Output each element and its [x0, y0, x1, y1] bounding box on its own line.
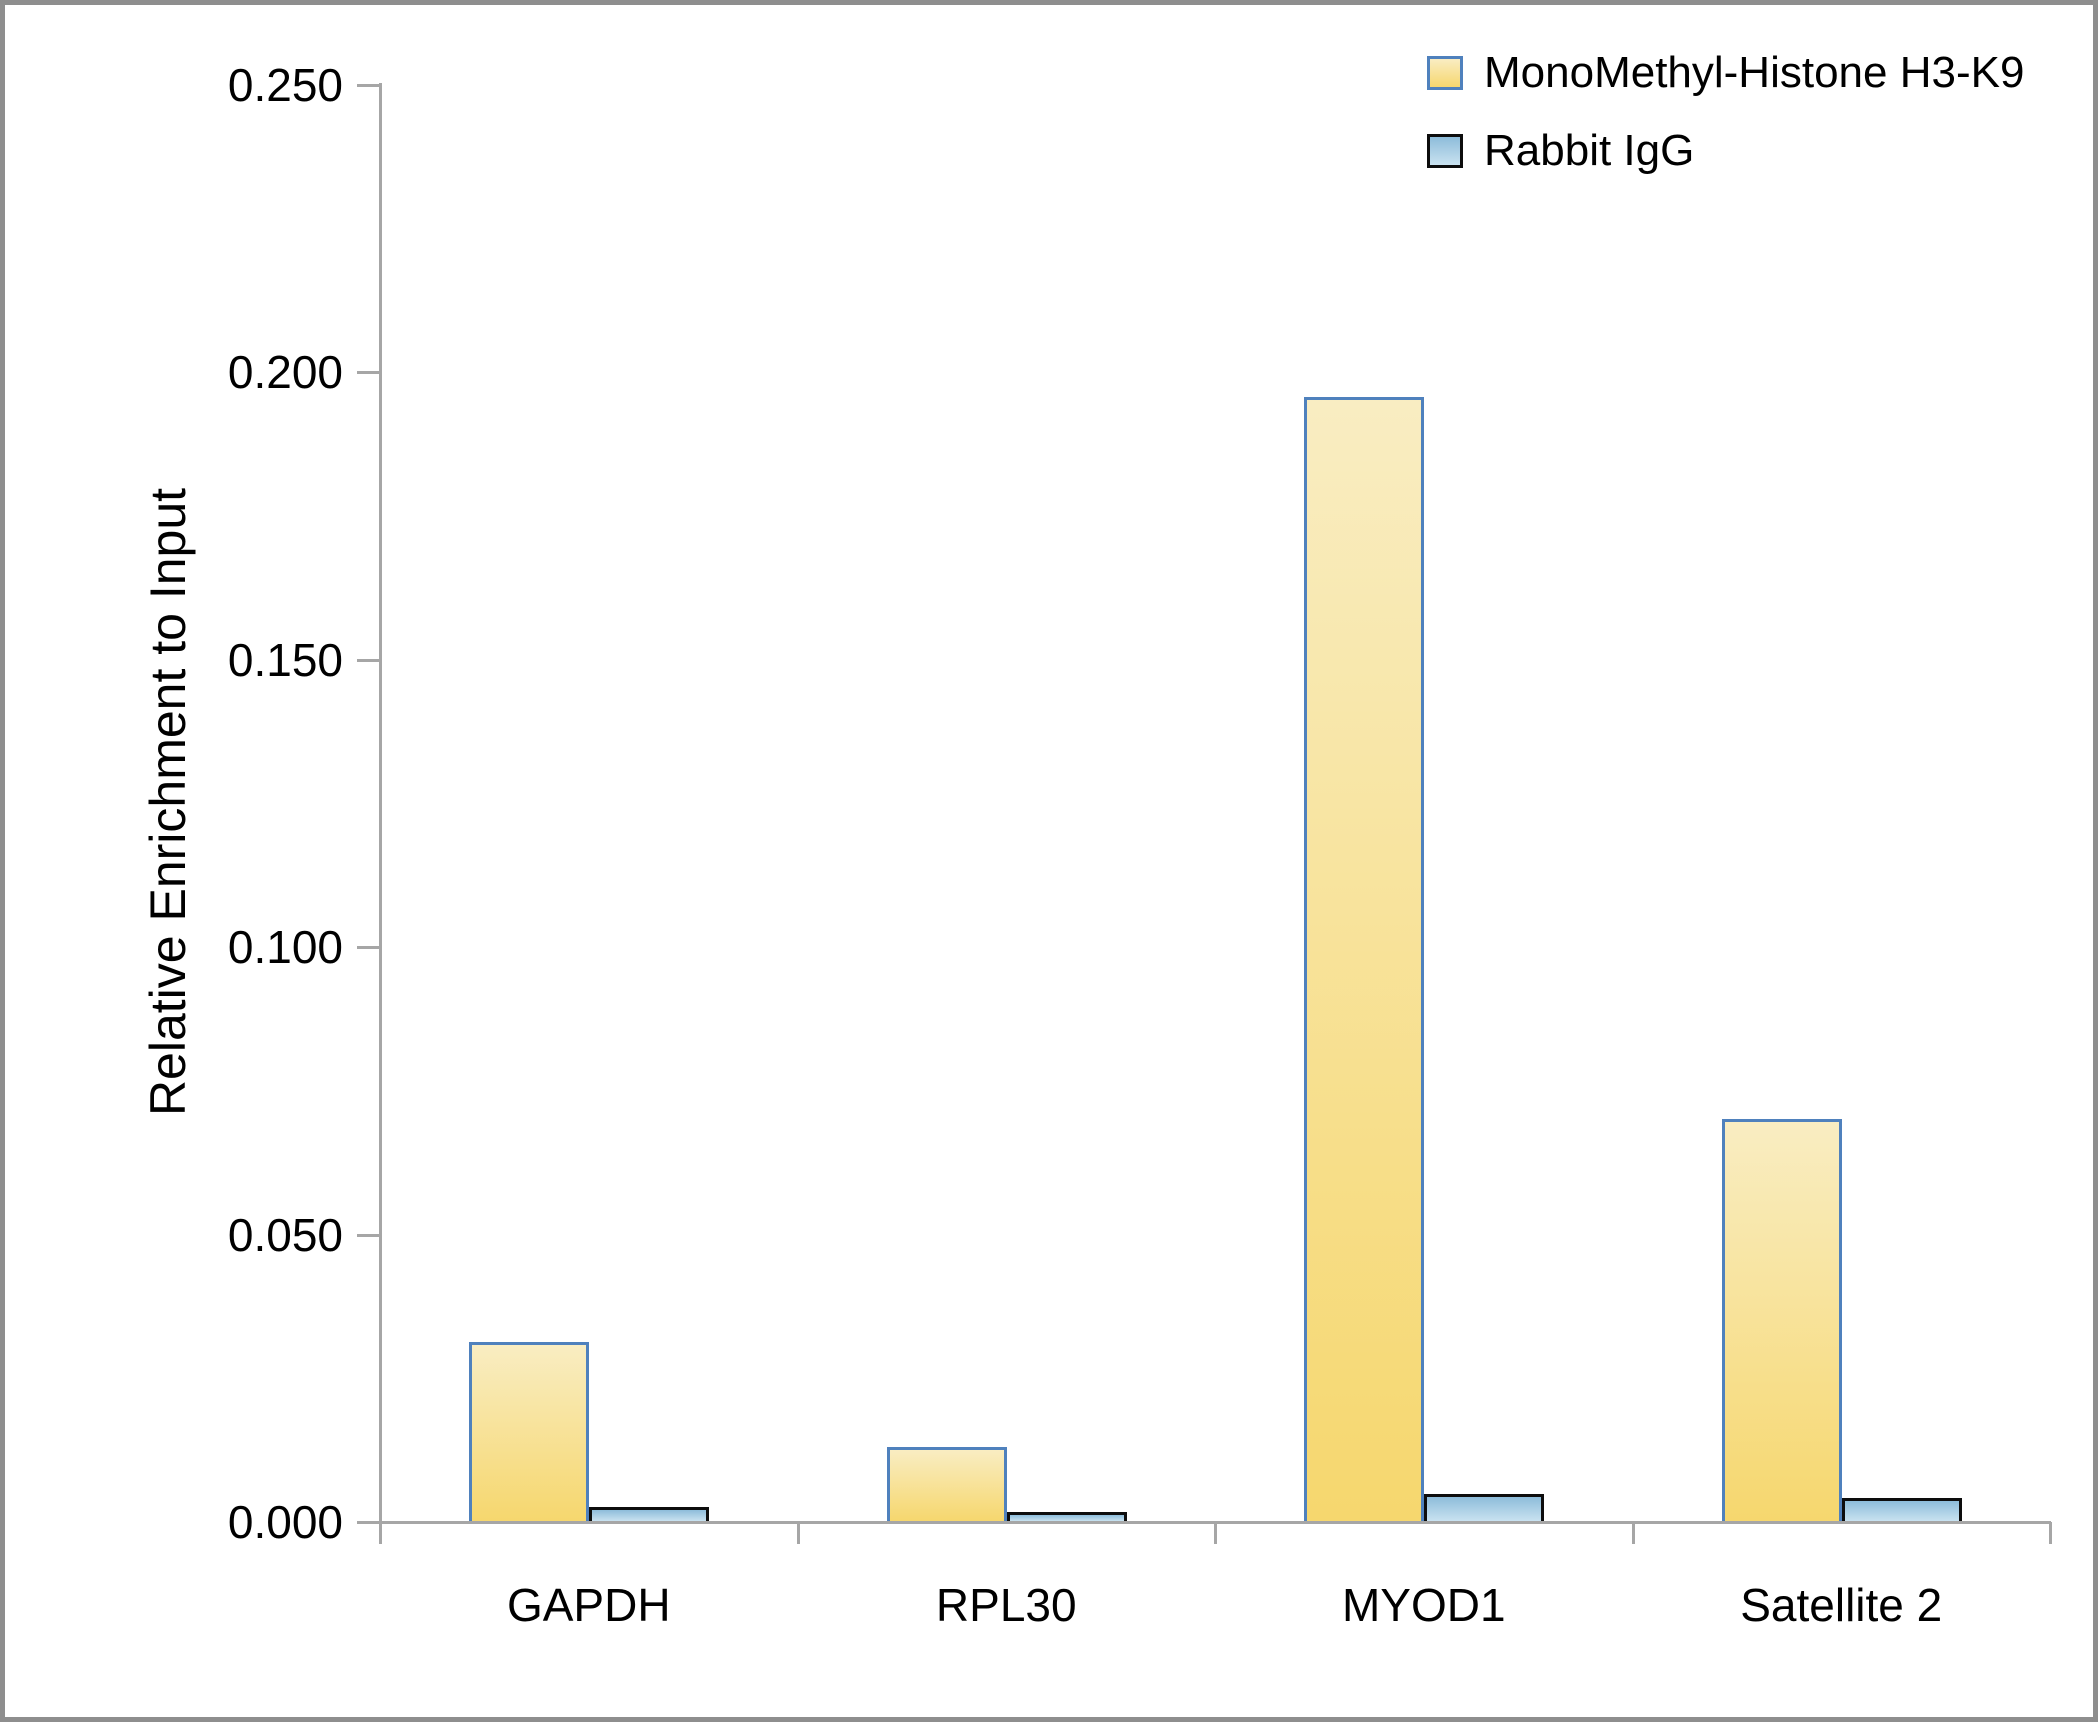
category-label-myod1: MYOD1	[1341, 1579, 1506, 1631]
bar-myod1-series-1	[1424, 1493, 1544, 1524]
y-tick	[357, 658, 379, 662]
bar-myod1-series-0	[1304, 397, 1424, 1524]
x-tick	[1631, 1522, 1635, 1544]
legend-swatch-icon	[1427, 134, 1463, 168]
y-tick-label: 0.050	[227, 1208, 343, 1261]
bar-rpl30-series-0	[886, 1447, 1007, 1524]
y-tick-label: 0.100	[227, 921, 343, 974]
legend-label: MonoMethyl-Histone H3-K9	[1484, 48, 2025, 97]
x-tick	[796, 1522, 800, 1544]
category-label-gapdh: GAPDH	[506, 1579, 671, 1631]
y-tick	[357, 946, 379, 950]
y-tick-label: 0.200	[227, 346, 343, 399]
y-axis-line	[379, 83, 382, 1544]
y-tick	[357, 1233, 379, 1237]
y-tick	[357, 371, 379, 375]
y-axis-title: Relative Enrichment to Input	[140, 487, 196, 1117]
x-tick	[1214, 1522, 1217, 1544]
category-label-satellite-2: Satellite 2	[1740, 1579, 1943, 1631]
legend-label: Rabbit IgG	[1484, 126, 1695, 175]
y-tick	[357, 1521, 379, 1524]
y-tick-label: 0.000	[227, 1496, 343, 1548]
y-tick	[357, 84, 379, 87]
bar-satellite-2-series-0	[1721, 1119, 1842, 1524]
bar-gapdh-series-0	[469, 1342, 589, 1524]
y-tick-label: 0.250	[227, 59, 343, 111]
category-label-rpl30: RPL30	[935, 1579, 1077, 1631]
x-tick	[2049, 1522, 2052, 1544]
legend-item-1: Rabbit IgG	[1427, 129, 1694, 173]
x-tick	[379, 1522, 382, 1544]
legend-item-0: MonoMethyl-Histone H3-K9	[1427, 51, 2024, 95]
y-tick-label: 0.150	[227, 633, 343, 686]
legend-swatch-icon	[1427, 56, 1463, 90]
